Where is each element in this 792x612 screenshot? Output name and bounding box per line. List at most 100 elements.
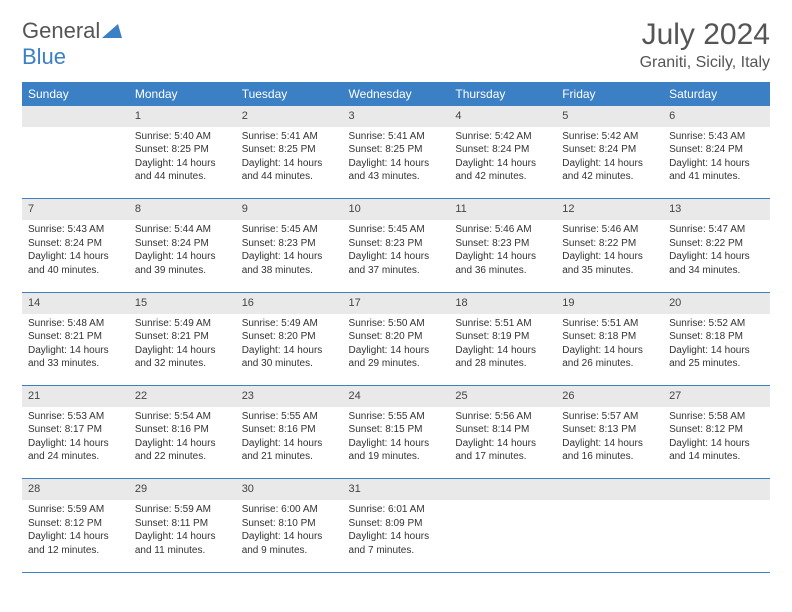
day-cell: Sunrise: 5:46 AMSunset: 8:22 PMDaylight:… (556, 220, 663, 292)
sunrise: Sunrise: 5:49 AM (135, 317, 230, 331)
sunrise: Sunrise: 5:48 AM (28, 317, 123, 331)
sunset: Sunset: 8:25 PM (242, 143, 337, 157)
day-number: 20 (663, 292, 770, 313)
day-number: 14 (22, 292, 129, 313)
daylight-line1: Daylight: 14 hours (135, 157, 230, 171)
day-number: 7 (22, 199, 129, 220)
daylight-line2: and 37 minutes. (349, 264, 444, 278)
daylight-line1: Daylight: 14 hours (562, 250, 657, 264)
daylight-line1: Daylight: 14 hours (562, 157, 657, 171)
sunset: Sunset: 8:21 PM (28, 330, 123, 344)
day-cell: Sunrise: 5:45 AMSunset: 8:23 PMDaylight:… (236, 220, 343, 292)
day-cell: Sunrise: 5:59 AMSunset: 8:11 PMDaylight:… (129, 500, 236, 572)
sunset: Sunset: 8:24 PM (135, 237, 230, 251)
day-number (556, 479, 663, 500)
sunset: Sunset: 8:17 PM (28, 423, 123, 437)
day-number: 3 (343, 106, 450, 127)
day-number: 28 (22, 479, 129, 500)
weekday-header: Sunday (22, 82, 129, 106)
day-number: 24 (343, 386, 450, 407)
daylight-line1: Daylight: 14 hours (669, 157, 764, 171)
sunrise: Sunrise: 5:42 AM (562, 130, 657, 144)
sunrise: Sunrise: 5:51 AM (562, 317, 657, 331)
daylight-line1: Daylight: 14 hours (28, 250, 123, 264)
daylight-line1: Daylight: 14 hours (455, 344, 550, 358)
sunrise: Sunrise: 5:49 AM (242, 317, 337, 331)
daylight-line2: and 22 minutes. (135, 450, 230, 464)
day-cell: Sunrise: 5:55 AMSunset: 8:15 PMDaylight:… (343, 407, 450, 479)
daynum-row: 28293031 (22, 479, 770, 500)
day-cell: Sunrise: 5:49 AMSunset: 8:20 PMDaylight:… (236, 314, 343, 386)
sunset: Sunset: 8:19 PM (455, 330, 550, 344)
sunset: Sunset: 8:24 PM (455, 143, 550, 157)
day-number: 16 (236, 292, 343, 313)
daylight-line2: and 16 minutes. (562, 450, 657, 464)
day-number: 6 (663, 106, 770, 127)
day-cell: Sunrise: 5:55 AMSunset: 8:16 PMDaylight:… (236, 407, 343, 479)
daylight-line1: Daylight: 14 hours (455, 437, 550, 451)
day-cell: Sunrise: 5:49 AMSunset: 8:21 PMDaylight:… (129, 314, 236, 386)
day-number: 1 (129, 106, 236, 127)
day-cell: Sunrise: 5:46 AMSunset: 8:23 PMDaylight:… (449, 220, 556, 292)
daylight-line2: and 34 minutes. (669, 264, 764, 278)
sunrise: Sunrise: 5:41 AM (242, 130, 337, 144)
daylight-line1: Daylight: 14 hours (135, 530, 230, 544)
daylight-line2: and 19 minutes. (349, 450, 444, 464)
daylight-line2: and 44 minutes. (135, 170, 230, 184)
day-cell: Sunrise: 5:59 AMSunset: 8:12 PMDaylight:… (22, 500, 129, 572)
day-cell: Sunrise: 6:00 AMSunset: 8:10 PMDaylight:… (236, 500, 343, 572)
logo-text: GeneralBlue (22, 18, 122, 70)
sunrise: Sunrise: 6:00 AM (242, 503, 337, 517)
sunset: Sunset: 8:24 PM (669, 143, 764, 157)
daylight-line2: and 21 minutes. (242, 450, 337, 464)
sunset: Sunset: 8:23 PM (349, 237, 444, 251)
daylight-line2: and 28 minutes. (455, 357, 550, 371)
calendar-table: Sunday Monday Tuesday Wednesday Thursday… (22, 82, 770, 573)
day-number: 12 (556, 199, 663, 220)
daylight-line1: Daylight: 14 hours (562, 437, 657, 451)
daylight-line1: Daylight: 14 hours (349, 157, 444, 171)
day-number: 22 (129, 386, 236, 407)
daylight-line2: and 40 minutes. (28, 264, 123, 278)
day-number: 18 (449, 292, 556, 313)
sunset: Sunset: 8:14 PM (455, 423, 550, 437)
day-cell: Sunrise: 5:54 AMSunset: 8:16 PMDaylight:… (129, 407, 236, 479)
day-cell (449, 500, 556, 572)
daylight-line1: Daylight: 14 hours (669, 250, 764, 264)
day-cell (556, 500, 663, 572)
sunrise: Sunrise: 5:43 AM (28, 223, 123, 237)
day-cell: Sunrise: 5:41 AMSunset: 8:25 PMDaylight:… (343, 127, 450, 199)
day-cell: Sunrise: 5:52 AMSunset: 8:18 PMDaylight:… (663, 314, 770, 386)
sunset: Sunset: 8:18 PM (562, 330, 657, 344)
content-row: Sunrise: 5:53 AMSunset: 8:17 PMDaylight:… (22, 407, 770, 479)
day-cell: Sunrise: 5:41 AMSunset: 8:25 PMDaylight:… (236, 127, 343, 199)
day-cell: Sunrise: 5:45 AMSunset: 8:23 PMDaylight:… (343, 220, 450, 292)
day-number: 13 (663, 199, 770, 220)
day-cell: Sunrise: 5:47 AMSunset: 8:22 PMDaylight:… (663, 220, 770, 292)
sunrise: Sunrise: 5:51 AM (455, 317, 550, 331)
daynum-row: 14151617181920 (22, 292, 770, 313)
day-cell (22, 127, 129, 199)
sunrise: Sunrise: 5:44 AM (135, 223, 230, 237)
title-location: Graniti, Sicily, Italy (640, 54, 770, 72)
weekday-header: Monday (129, 82, 236, 106)
day-number: 15 (129, 292, 236, 313)
day-number: 5 (556, 106, 663, 127)
daynum-row: 78910111213 (22, 199, 770, 220)
sunset: Sunset: 8:23 PM (455, 237, 550, 251)
daylight-line1: Daylight: 14 hours (349, 530, 444, 544)
sunrise: Sunrise: 5:59 AM (28, 503, 123, 517)
daylight-line2: and 33 minutes. (28, 357, 123, 371)
daylight-line2: and 9 minutes. (242, 544, 337, 558)
daylight-line1: Daylight: 14 hours (455, 250, 550, 264)
day-cell: Sunrise: 5:42 AMSunset: 8:24 PMDaylight:… (449, 127, 556, 199)
sunset: Sunset: 8:23 PM (242, 237, 337, 251)
sunrise: Sunrise: 5:45 AM (242, 223, 337, 237)
daylight-line1: Daylight: 14 hours (242, 530, 337, 544)
sunrise: Sunrise: 5:45 AM (349, 223, 444, 237)
day-cell: Sunrise: 6:01 AMSunset: 8:09 PMDaylight:… (343, 500, 450, 572)
sunset: Sunset: 8:18 PM (669, 330, 764, 344)
day-cell: Sunrise: 5:53 AMSunset: 8:17 PMDaylight:… (22, 407, 129, 479)
daylight-line2: and 43 minutes. (349, 170, 444, 184)
daylight-line2: and 25 minutes. (669, 357, 764, 371)
